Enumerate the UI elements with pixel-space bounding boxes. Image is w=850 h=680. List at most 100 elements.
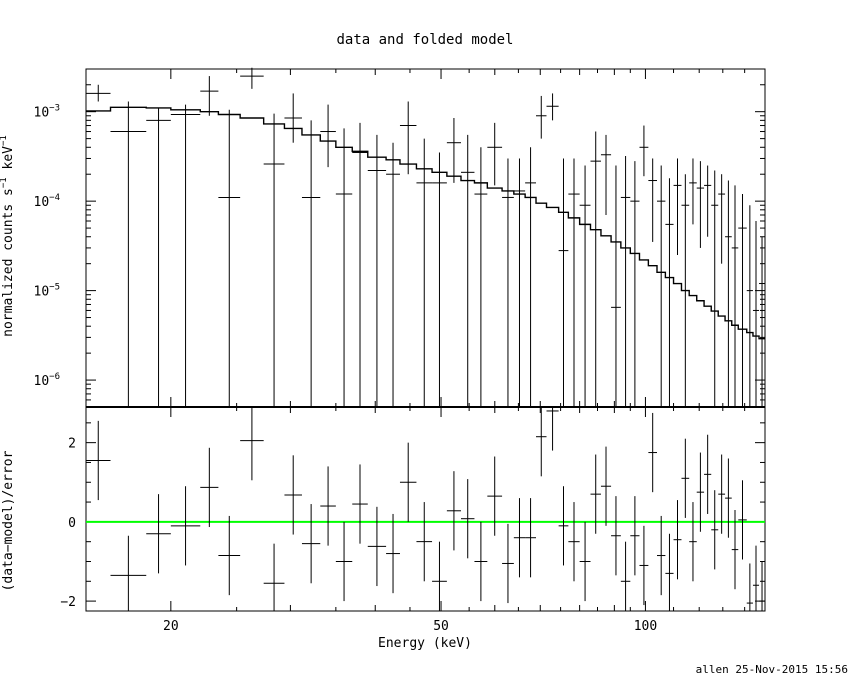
residual-point (335, 521, 353, 602)
residual-point (600, 446, 612, 526)
residual-point (590, 454, 601, 534)
data-point (738, 194, 747, 407)
data-point (386, 142, 400, 407)
residual-point (513, 498, 526, 578)
residual-point (386, 513, 400, 594)
residual-point (474, 521, 488, 602)
residual-point (240, 407, 264, 481)
data-point (536, 95, 547, 139)
residual-point (648, 412, 657, 493)
residual-point (170, 486, 201, 566)
residual-point (525, 498, 537, 578)
data-point (590, 131, 601, 407)
residual-point (689, 502, 697, 582)
top-y-tick-exponent: −3 (49, 104, 60, 114)
data-point (200, 76, 219, 116)
bottom-y-tick-label: 0 (68, 516, 76, 531)
data-point (656, 165, 666, 407)
residual-point (746, 563, 753, 611)
bottom-y-tick-label: −2 (60, 595, 76, 610)
residual-point (218, 515, 241, 596)
residual-point (665, 533, 674, 611)
top-y-axis-label-mid: keV (1, 146, 16, 177)
residual-point (639, 525, 649, 606)
chart-title: data and folded model (336, 32, 513, 48)
data-point (568, 158, 580, 407)
residual-point (416, 502, 433, 582)
data-point (525, 147, 537, 407)
data-point (432, 152, 447, 407)
residual-point (718, 454, 726, 534)
residual-point (432, 541, 447, 611)
residual-plot-frame (85, 406, 766, 612)
residual-point (711, 490, 719, 570)
data-point (284, 93, 302, 143)
residual-point (673, 500, 682, 580)
data-point (731, 185, 739, 407)
residual-point (536, 407, 547, 477)
data-point (718, 174, 726, 264)
top-y-axis-label-sup2: −1 (0, 135, 9, 146)
data-point (146, 107, 171, 407)
residual-point (146, 494, 171, 574)
x-tick-label: 20 (163, 619, 179, 634)
residual-point (352, 464, 368, 544)
data-point (696, 161, 705, 248)
bottom-y-tick-label: 2 (68, 437, 76, 452)
top-plot-frame (85, 68, 766, 408)
top-y-axis-label-sup1: −1 (0, 177, 9, 188)
top-y-axis-label-main: normalized counts s (1, 188, 16, 337)
data-point (752, 220, 760, 407)
data-point (460, 134, 475, 407)
residual-point (320, 466, 336, 546)
data-point (579, 165, 591, 407)
data-point (446, 117, 461, 183)
data-point (502, 158, 514, 407)
residual-point (704, 434, 712, 514)
residual-point (611, 496, 621, 576)
data-point (711, 170, 719, 407)
residual-point (630, 496, 640, 576)
residual-point (399, 442, 417, 522)
residual-point (731, 509, 739, 590)
data-point (611, 165, 621, 407)
footer-stamp: allen 25-Nov-2015 15:56 (696, 663, 848, 676)
residual-point (696, 452, 705, 532)
residual-point (656, 515, 666, 596)
data-point (746, 205, 753, 407)
data-point (263, 113, 285, 407)
data-point (725, 180, 732, 407)
top-y-tick-exponent: −6 (49, 372, 60, 382)
data-point (759, 236, 765, 407)
residual-point (284, 455, 302, 535)
data-point (620, 155, 631, 407)
data-point (600, 134, 612, 216)
residual-point (620, 541, 631, 611)
data-point (352, 122, 368, 407)
data-point (487, 122, 503, 186)
residual-point (263, 543, 285, 611)
residual-point (502, 523, 514, 604)
top-y-tick-mantissa: 10 (34, 285, 50, 300)
residual-point (579, 521, 591, 602)
top-y-tick-label: 10−5 (34, 283, 61, 300)
residual-point (460, 479, 475, 559)
residual-point (752, 545, 760, 611)
data-point (546, 93, 559, 121)
data-point (399, 101, 417, 175)
data-point (367, 134, 387, 407)
residual-point (759, 561, 765, 611)
data-point (416, 138, 433, 407)
residual-point (681, 438, 690, 518)
top-panel: 10−310−410−510−6 (34, 67, 766, 408)
residual-point (546, 407, 559, 451)
model-step-line (86, 106, 765, 340)
residual-point (568, 502, 580, 582)
residual-point (367, 506, 387, 587)
x-tick-label: 50 (433, 619, 449, 634)
top-y-tick-label: 10−4 (34, 193, 61, 210)
data-point (218, 109, 241, 407)
data-point (665, 178, 674, 407)
residual-point (487, 456, 503, 536)
residual-point (725, 458, 732, 538)
